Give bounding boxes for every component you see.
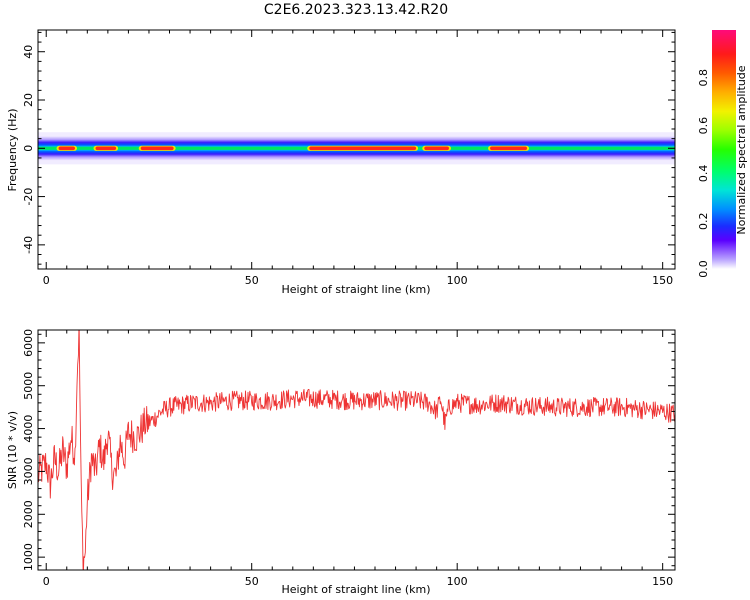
y-tick-label: 1000 (22, 543, 35, 571)
colorbar-tick-label: 0.0 (697, 260, 710, 278)
snr-ticks (38, 330, 675, 570)
x-tick-label: 150 (652, 575, 673, 588)
y-tick-label: 20 (22, 93, 35, 107)
figure-title: C2E6.2023.323.13.42.R20 (264, 2, 448, 18)
colorbar-label: Normalized spectral amplitude (735, 65, 748, 234)
snr-series-line (38, 330, 675, 570)
x-tick-label: 0 (43, 274, 50, 287)
spectrogram-tick-labels: 0 50 100 150 -40 -20 0 20 40 (22, 45, 673, 287)
y-tick-label: 4000 (22, 415, 35, 443)
hot-segment (309, 146, 417, 151)
snr-x-axis-label: Height of straight line (km) (281, 583, 430, 596)
hot-segment (424, 146, 449, 151)
x-tick-label: 50 (245, 274, 259, 287)
spectrogram-hot-segments (56, 145, 530, 151)
colorbar-ticks: 0.0 0.2 0.4 0.6 0.8 (697, 69, 710, 278)
spectrogram-panel: 0 50 100 150 -40 -20 0 20 40 Height of straight … (6, 29, 676, 296)
y-tick-label: 3000 (22, 457, 35, 485)
spectrogram-x-axis-label: Height of straight line (km) (281, 283, 430, 296)
y-tick-label: 40 (22, 45, 35, 59)
y-tick-label: -20 (22, 188, 35, 206)
colorbar-tick-label: 0.2 (697, 212, 710, 230)
colorbar-tick-label: 0.4 (697, 165, 710, 183)
y-tick-label: 2000 (22, 500, 35, 528)
hot-segment (95, 146, 117, 151)
y-tick-label: -40 (22, 236, 35, 254)
colorbar: 0.0 0.2 0.4 0.6 0.8 Normalized spectral ampl… (697, 30, 748, 278)
snr-tick-labels: 0 50 100 150 1000 2000 3000 4000 5000 6000 (22, 329, 673, 588)
colorbar-gradient (712, 30, 736, 269)
x-tick-label: 0 (43, 575, 50, 588)
x-tick-label: 150 (652, 274, 673, 287)
colorbar-tick-label: 0.6 (697, 117, 710, 135)
y-tick-label: 5000 (22, 372, 35, 400)
spectrogram-frame (37, 29, 676, 270)
y-tick-label: 6000 (22, 329, 35, 357)
hot-segment (58, 146, 75, 151)
spectrogram-plot-area (38, 132, 675, 165)
colorbar-tick-label: 0.8 (697, 69, 710, 87)
snr-panel: 0 50 100 150 1000 2000 3000 4000 5000 6000 Height… (6, 329, 676, 596)
x-tick-label: 50 (245, 575, 259, 588)
hot-segment (140, 146, 174, 151)
x-tick-label: 100 (447, 575, 468, 588)
spectrogram-y-axis-label: Frequency (Hz) (6, 109, 19, 192)
snr-frame (37, 329, 676, 571)
snr-y-axis-label: SNR (10 * v/v) (6, 411, 19, 489)
y-tick-label: 0 (22, 145, 35, 152)
spectrogram-ticks (38, 30, 675, 269)
x-tick-label: 100 (447, 274, 468, 287)
hot-segment (490, 146, 528, 151)
